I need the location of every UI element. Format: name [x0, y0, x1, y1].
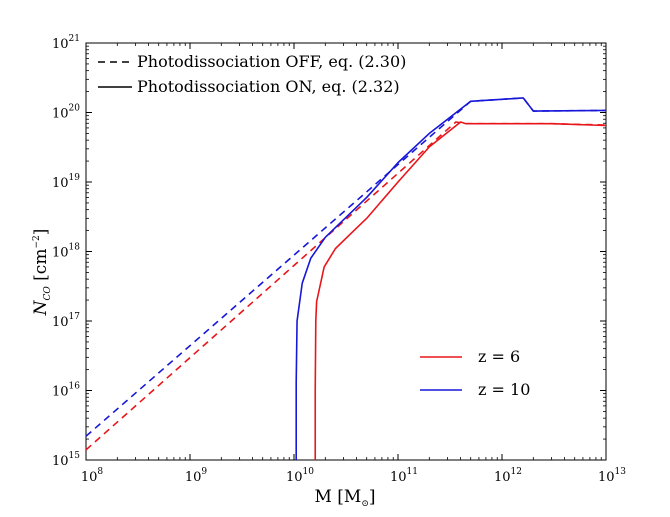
x-tick-label: 1010	[286, 467, 314, 485]
y-tick-label: 1018	[52, 243, 80, 261]
y-tick-label: 1020	[52, 104, 80, 122]
series-group	[85, 97, 607, 460]
y-tick-label: 1015	[52, 451, 80, 469]
tick-labels: 108 109 1010 1011 1012 1013 1015 1016 1017 1018 10…	[52, 34, 626, 485]
x-tick-label: 108	[81, 467, 104, 485]
axis-ticks	[85, 42, 607, 461]
y-tick-label: 1021	[52, 34, 80, 52]
y-tick-label: 1017	[52, 312, 80, 330]
x-axis-label: M [M⊙]	[314, 487, 375, 509]
y-axis-label: NCO [cm−2]	[31, 229, 53, 317]
series-z-6-photodissociation-off	[85, 121, 607, 451]
y-tick-label: 1019	[52, 173, 80, 191]
x-tick-label: 1011	[390, 467, 418, 485]
x-tick-label: 1013	[598, 467, 626, 485]
x-tick-label: 109	[185, 467, 208, 485]
color-legend: z = 6 z = 10	[420, 347, 530, 399]
y-tick-label: 1016	[52, 382, 80, 400]
legend-label-z6: z = 6	[478, 347, 520, 366]
legend-label-photodissociation-off: Photodissociation OFF, eq. (2.30)	[137, 52, 406, 71]
legend-label-z10: z = 10	[478, 380, 530, 399]
legend-label-photodissociation-on: Photodissociation ON, eq. (2.32)	[137, 77, 400, 96]
series-z-10-photodissociation-on	[295, 97, 607, 460]
x-tick-label: 1012	[494, 467, 522, 485]
style-legend: Photodissociation OFF, eq. (2.30) Photod…	[98, 52, 406, 96]
series-z-6-photodissociation-on	[314, 121, 607, 460]
